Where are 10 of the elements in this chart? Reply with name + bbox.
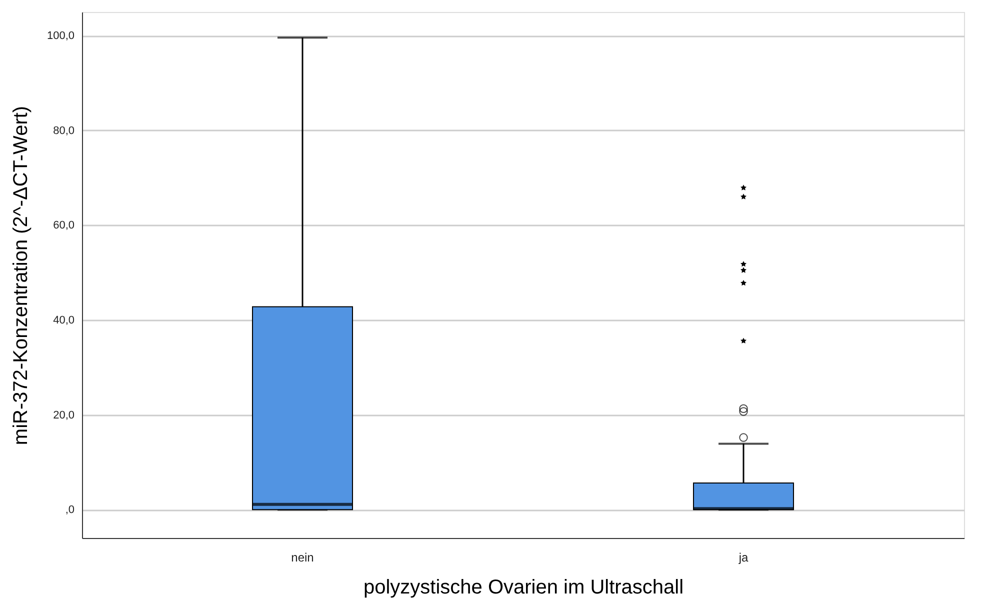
y-tick-label: 40,0	[53, 314, 74, 327]
x-tick-label: ja	[738, 550, 748, 564]
x-axis-title: polyzystische Ovarien im Ultraschall	[363, 576, 684, 598]
y-tick-label: 60,0	[53, 220, 74, 232]
y-tick-label: ,0	[65, 504, 74, 516]
y-axis-title: miR-372-Konzentration (2^-ΔCT-Wert)	[10, 106, 32, 446]
y-tick-label: 100,0	[46, 30, 74, 42]
y-tick-label: 80,0	[53, 124, 74, 137]
y-tick-label: 20,0	[53, 409, 74, 422]
x-tick-label: nein	[291, 550, 314, 564]
